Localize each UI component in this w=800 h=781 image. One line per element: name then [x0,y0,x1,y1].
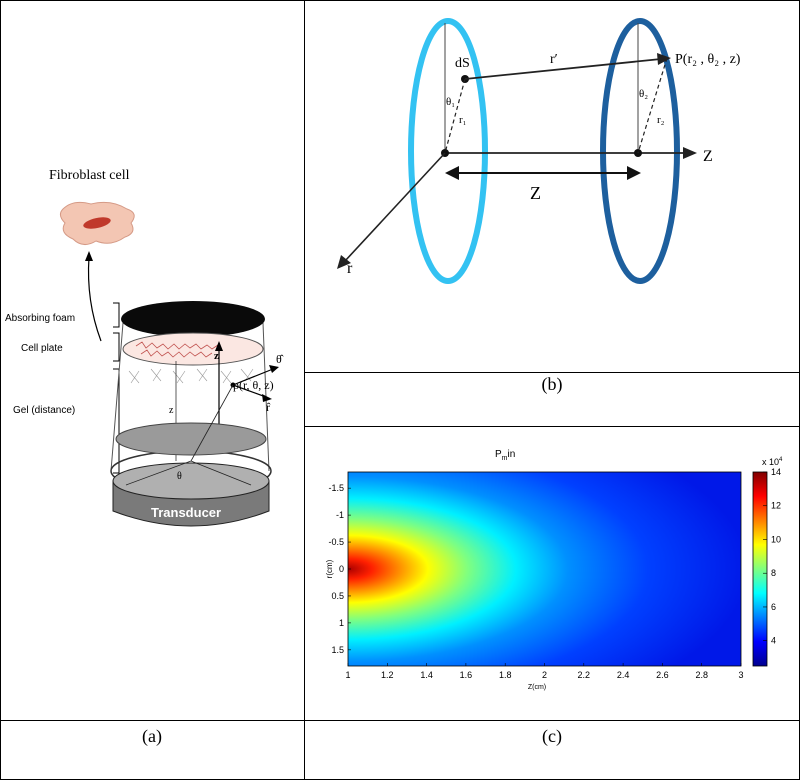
transducer-geometry [125,384,252,486]
divider-b-bottom [304,426,800,427]
x-tick-label: 2.8 [695,670,708,680]
colorbar-tick-label: 10 [771,534,781,544]
z-axis-arrowhead [215,341,223,351]
layer-braces [113,302,120,474]
colorbar-ticks: 4 6 8 10 12 14 [763,467,781,646]
y-tick-label: -1.5 [328,483,344,493]
r-prime-vector [464,58,662,80]
heatmap-field [348,472,741,666]
colorbar-tick-label: 14 [771,467,781,477]
border-left [0,0,1,780]
colorbar-tick-label: 4 [771,636,776,646]
chart-title: Pmin [495,449,515,462]
y-tick-label: 1.5 [331,645,344,655]
x-tick-label: 2.6 [656,670,669,680]
divider-b-caption-top [304,372,800,373]
ring-left [408,18,488,284]
cylinder-wall-left [110,322,124,472]
point-p-label: p(r, θ, z) [233,378,274,392]
colorbar-tick-label: 12 [771,501,781,511]
x-tick-label: 1.2 [381,670,394,680]
y-tick-label: 1 [339,618,344,628]
r-prime-arrowhead [657,53,671,65]
x-tick-label: 2.2 [578,670,591,680]
y-tick-label: -0.5 [328,537,344,547]
colorbar-exponent: x 104 [762,457,783,467]
r-axis-label: r [347,260,353,277]
zoom-arrow [87,256,102,342]
distance-label: Z [530,183,541,203]
panel-b-diagram: Z Z r dS r′ P(r₂ , θ₂ , z) θ₁ r₁ [337,18,741,284]
x-axis-label: Z(cm) [528,684,546,691]
z-axis-arrowhead [683,147,697,159]
caption-b: (b) [541,374,563,394]
y-tick-label: 0 [339,564,344,574]
panel-b: Z Z r dS r′ P(r₂ , θ₂ , z) θ₁ r₁ [305,1,799,372]
distance-arrowhead-right [627,166,641,180]
r-hat-vector [232,384,267,398]
heatmap-chart: Pmin 1 1.2 1.4 1.6 1.8 2 2.2 2.4 2.6 2.8 3 -1.5-1-… [325,449,783,691]
r2-dashed [637,57,668,154]
x-tick-label: 1.8 [499,670,512,680]
cell-plate [122,332,264,366]
y-axis: -1.5 -1 -0.5 0 0.5 1 1.5 [328,483,351,655]
x-tick-label: 3 [738,670,743,680]
transducer-face [115,422,267,456]
distance-z-label: z [169,405,174,416]
divider-vertical [304,0,305,780]
r-hat-label: r̂ [266,400,271,414]
x-tick-label: 1.4 [420,670,433,680]
y-axis-label: r(cm) [325,559,334,578]
caption-c: (c) [542,726,562,746]
ring-right [600,18,680,284]
theta-hat-label: θ̂ [276,352,284,366]
r-hat-arrowhead [262,394,272,402]
fibroblast-cell-label: Fibroblast cell [49,168,130,183]
r1-label: r₁ [459,114,467,126]
divider-bottom-row [0,720,800,721]
theta-hat-arrowhead [269,365,279,373]
border-top [0,0,800,1]
x-tick-label: 2 [542,670,547,680]
r-axis [344,152,446,262]
border-bottom [0,779,800,780]
layer-label-plate: Cell plate [21,343,63,354]
r-prime-label: r′ [550,52,558,67]
x-tick-label: 1.6 [460,670,473,680]
x-tick-label: 1 [345,670,350,680]
zoom-arrowhead [85,251,93,261]
transducer-top [112,462,270,500]
panel-a: Fibroblast cell Absorbing foam Cell plat… [1,1,304,720]
theta-hat-vector [232,368,274,386]
theta1-label: θ₁ [446,96,455,108]
point-p-label: P(r₂ , θ₂ , z) [675,52,741,67]
layer-label-gel: Gel (distance) [13,405,75,416]
r-axis-arrowhead [337,255,351,269]
theta2-label: θ₂ [639,88,648,100]
angle-theta-label: θ [177,471,182,482]
cell-plate-texture [135,341,219,358]
gel-hatching [128,368,254,384]
ds-label: dS [455,56,470,71]
layer-label-foam: Absorbing foam [5,313,75,324]
y-tick-label: 0.5 [331,591,344,601]
z-axis-label: z [214,350,219,362]
fibroblast-cell-icon [59,201,135,245]
distance-arrowhead-left [445,166,459,180]
colorbar-tick-label: 8 [771,568,776,578]
panel-c: Pmin 1 1.2 1.4 1.6 1.8 2 2.2 2.4 2.6 2.8 3 -1.5 -1-… [305,427,799,720]
absorbing-foam-disc [121,301,265,337]
caption-a: (a) [142,726,162,746]
z-axis-label: Z [703,148,713,165]
r2-label: r₂ [657,114,665,126]
colorbar [752,471,768,667]
y-tick-label: -1 [336,510,344,520]
panel-a-diagram: Fibroblast cell Absorbing foam Cell plat… [5,168,284,527]
transducer-label: Transducer [151,505,221,520]
x-tick-label: 2.4 [617,670,630,680]
x-axis: 1 1.2 1.4 1.6 1.8 2 2.2 2.4 2.6 2.8 3 [345,663,744,680]
r1-dashed [444,78,466,154]
colorbar-tick-label: 6 [771,602,776,612]
